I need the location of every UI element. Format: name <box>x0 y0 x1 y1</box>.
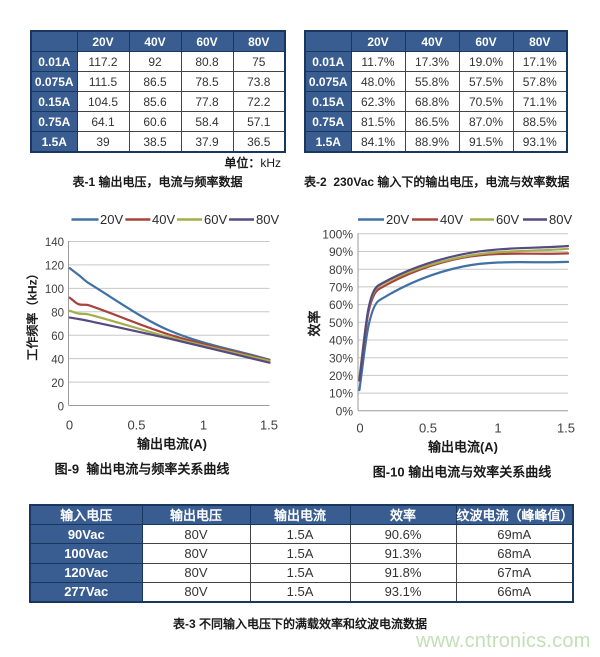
svg-text:1.5: 1.5 <box>260 418 278 433</box>
svg-text:40%: 40% <box>329 334 353 348</box>
svg-text:0: 0 <box>66 418 73 433</box>
svg-text:10%: 10% <box>329 387 353 401</box>
svg-text:输出电流(A): 输出电流(A) <box>137 437 207 452</box>
svg-text:40V: 40V <box>152 212 175 227</box>
svg-text:图-9 输出电流与频率关系曲线: 图-9 输出电流与频率关系曲线 <box>55 462 230 477</box>
svg-text:40: 40 <box>51 354 64 366</box>
svg-text:80%: 80% <box>329 263 353 277</box>
svg-text:30%: 30% <box>329 351 353 365</box>
svg-text:20V: 20V <box>386 212 409 227</box>
svg-text:图-10 输出电流与效率关系曲线: 图-10 输出电流与效率关系曲线 <box>373 465 551 480</box>
svg-text:80V: 80V <box>256 212 279 227</box>
svg-text:60: 60 <box>51 331 64 343</box>
svg-text:0.5: 0.5 <box>419 421 437 436</box>
svg-text:60%: 60% <box>329 298 353 312</box>
svg-text:140: 140 <box>45 237 64 249</box>
svg-text:90%: 90% <box>329 245 353 259</box>
svg-text:1.5: 1.5 <box>557 421 575 436</box>
svg-text:120: 120 <box>45 261 64 273</box>
svg-text:输出电流(A): 输出电流(A) <box>428 440 498 455</box>
svg-text:0: 0 <box>356 421 363 436</box>
svg-text:70%: 70% <box>329 281 353 295</box>
svg-text:1: 1 <box>200 418 207 433</box>
svg-text:1: 1 <box>494 421 501 436</box>
svg-text:效率: 效率 <box>307 310 322 336</box>
svg-text:20V: 20V <box>100 212 123 227</box>
svg-text:20: 20 <box>51 378 64 390</box>
svg-text:0.5: 0.5 <box>127 418 145 433</box>
svg-text:60V: 60V <box>204 212 227 227</box>
svg-text:40V: 40V <box>440 212 463 227</box>
svg-text:50%: 50% <box>329 316 353 330</box>
svg-text:0%: 0% <box>336 404 354 418</box>
svg-text:20%: 20% <box>329 369 353 383</box>
svg-text:80V: 80V <box>549 212 572 227</box>
svg-text:60V: 60V <box>496 212 519 227</box>
svg-text:0: 0 <box>58 401 64 413</box>
svg-text:100%: 100% <box>322 227 353 241</box>
svg-text:100: 100 <box>45 284 64 296</box>
svg-text:工作频率（kHz）: 工作频率（kHz） <box>24 267 39 360</box>
svg-text:80: 80 <box>51 308 64 320</box>
